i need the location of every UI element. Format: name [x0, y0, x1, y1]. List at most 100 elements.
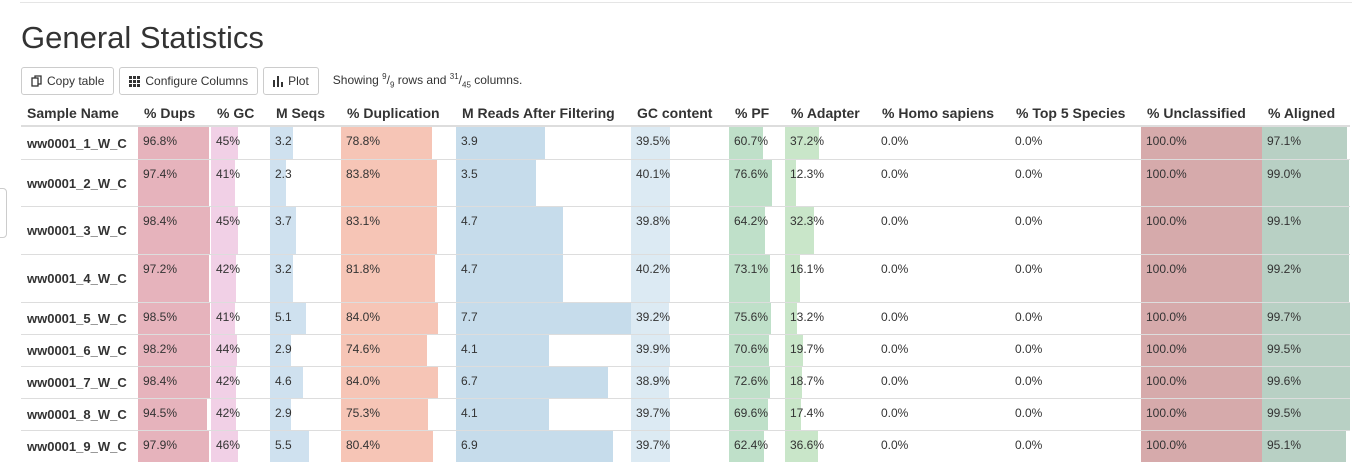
cell-value: 62.4%: [729, 431, 785, 452]
data-cell: 0.0%: [1010, 160, 1141, 207]
data-cell: 69.6%: [729, 399, 785, 431]
cell-value: 39.8%: [631, 207, 729, 228]
cell-value: 12.3%: [785, 160, 876, 181]
column-header[interactable]: % Aligned: [1262, 98, 1350, 126]
data-cell: 72.6%: [729, 367, 785, 399]
sample-name-cell: ww0001_6_W_C: [21, 335, 138, 367]
data-cell: 62.4%: [729, 431, 785, 462]
data-cell: 3.7: [270, 207, 341, 255]
column-header[interactable]: Sample Name: [21, 98, 138, 126]
cell-value: 4.7: [456, 255, 631, 276]
cell-value: 98.4%: [138, 207, 211, 228]
data-cell: 39.5%: [631, 126, 729, 160]
data-cell: 7.7: [456, 303, 631, 335]
cell-value: 100.0%: [1141, 335, 1262, 356]
cell-value: 98.5%: [138, 303, 211, 324]
column-header[interactable]: M Reads After Filtering: [456, 98, 631, 126]
sample-name-cell: ww0001_2_W_C: [21, 160, 138, 207]
data-cell: 2.9: [270, 399, 341, 431]
cell-value: 97.4%: [138, 160, 211, 181]
cell-value: 97.2%: [138, 255, 211, 276]
cell-value: 84.0%: [341, 303, 456, 324]
data-cell: 81.8%: [341, 255, 456, 303]
cell-value: 18.7%: [785, 367, 876, 388]
cell-value: 100.0%: [1141, 127, 1262, 148]
cell-value: 99.5%: [1262, 335, 1350, 356]
data-cell: 100.0%: [1141, 367, 1262, 399]
cell-value: 16.1%: [785, 255, 876, 276]
column-header[interactable]: % Homo sapiens: [876, 98, 1010, 126]
cell-value: 83.1%: [341, 207, 456, 228]
cell-value: 76.6%: [729, 160, 785, 181]
data-cell: 12.3%: [785, 160, 876, 207]
grid-icon: [129, 76, 140, 87]
cell-value: 0.0%: [876, 367, 1010, 388]
cell-value: 0.0%: [1010, 255, 1141, 276]
cell-value: 39.7%: [631, 399, 729, 420]
cell-value: 4.1: [456, 335, 631, 356]
data-cell: 95.1%: [1262, 431, 1350, 462]
cell-value: 40.2%: [631, 255, 729, 276]
cell-value: 64.2%: [729, 207, 785, 228]
rows-shown: 9: [382, 72, 386, 81]
data-cell: 64.2%: [729, 207, 785, 255]
data-cell: 60.7%: [729, 126, 785, 160]
cell-value: 0.0%: [1010, 160, 1141, 181]
sample-name-cell: ww0001_5_W_C: [21, 303, 138, 335]
cell-value: 4.7: [456, 207, 631, 228]
data-cell: 39.7%: [631, 399, 729, 431]
cell-value: 0.0%: [1010, 303, 1141, 324]
showing-info: Showing 9/9 rows and 31/45 columns.: [333, 72, 523, 89]
cell-value: 100.0%: [1141, 431, 1262, 452]
showing-prefix: Showing: [333, 73, 382, 87]
data-cell: 100.0%: [1141, 335, 1262, 367]
column-header[interactable]: % PF: [729, 98, 785, 126]
rows-suffix: rows and: [394, 73, 449, 87]
column-header[interactable]: % Unclassified: [1141, 98, 1262, 126]
plot-label: Plot: [288, 74, 309, 88]
data-cell: 99.5%: [1262, 399, 1350, 431]
column-header[interactable]: % Adapter: [785, 98, 876, 126]
data-cell: 100.0%: [1141, 160, 1262, 207]
column-header[interactable]: GC content: [631, 98, 729, 126]
data-cell: 83.8%: [341, 160, 456, 207]
sample-name-cell: ww0001_7_W_C: [21, 367, 138, 399]
cell-value: 42%: [211, 367, 270, 388]
data-cell: 98.4%: [138, 367, 211, 399]
data-cell: 100.0%: [1141, 431, 1262, 462]
cell-value: 97.9%: [138, 431, 211, 452]
cell-value: 17.4%: [785, 399, 876, 420]
cell-value: 83.8%: [341, 160, 456, 181]
copy-table-button[interactable]: Copy table: [21, 67, 114, 95]
column-header[interactable]: % Top 5 Species: [1010, 98, 1141, 126]
data-cell: 32.3%: [785, 207, 876, 255]
cell-value: 3.2: [270, 127, 341, 148]
data-cell: 42%: [211, 255, 270, 303]
data-cell: 96.8%: [138, 126, 211, 160]
data-cell: 97.4%: [138, 160, 211, 207]
column-header[interactable]: % GC: [211, 98, 270, 126]
data-cell: 100.0%: [1141, 255, 1262, 303]
cell-value: 0.0%: [1010, 335, 1141, 356]
data-cell: 0.0%: [876, 431, 1010, 462]
data-cell: 38.9%: [631, 367, 729, 399]
column-header[interactable]: M Seqs: [270, 98, 341, 126]
data-cell: 46%: [211, 431, 270, 462]
data-cell: 0.0%: [876, 255, 1010, 303]
cell-value: 99.1%: [1262, 207, 1350, 228]
data-cell: 5.5: [270, 431, 341, 462]
column-header[interactable]: % Dups: [138, 98, 211, 126]
configure-columns-button[interactable]: Configure Columns: [119, 67, 258, 95]
cell-value: 81.8%: [341, 255, 456, 276]
cell-value: 6.7: [456, 367, 631, 388]
cell-value: 36.6%: [785, 431, 876, 452]
column-header[interactable]: % Duplication: [341, 98, 456, 126]
data-cell: 75.6%: [729, 303, 785, 335]
plot-button[interactable]: Plot: [263, 67, 319, 95]
side-panel-toggle[interactable]: [0, 188, 7, 238]
data-cell: 41%: [211, 303, 270, 335]
cell-value: 0.0%: [876, 160, 1010, 181]
